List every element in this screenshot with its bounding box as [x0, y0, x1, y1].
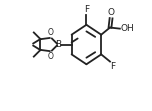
- Text: F: F: [111, 62, 116, 71]
- Text: F: F: [84, 5, 89, 14]
- Text: O: O: [108, 8, 115, 17]
- Text: B: B: [55, 40, 62, 49]
- Text: O: O: [48, 52, 54, 61]
- Text: O: O: [48, 28, 54, 37]
- Text: OH: OH: [120, 24, 134, 33]
